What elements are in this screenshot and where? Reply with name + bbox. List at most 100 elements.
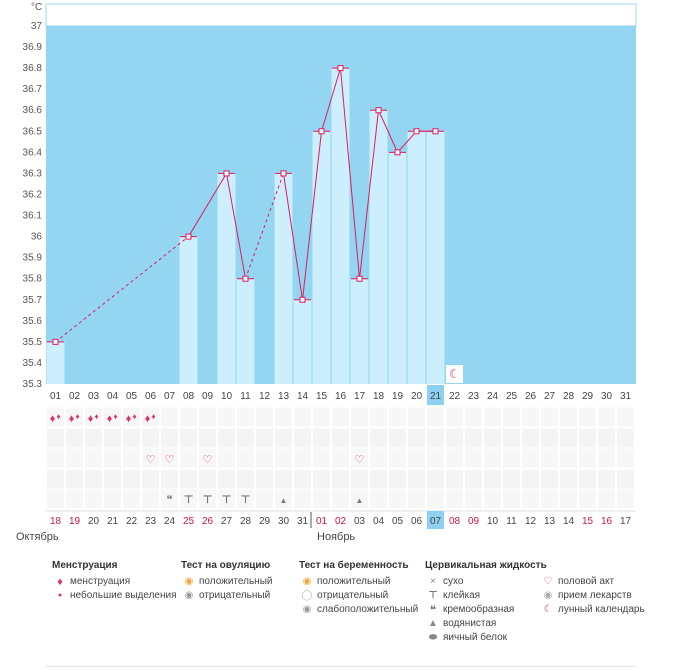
symptom-cell [160,488,179,510]
temperature-bar-day-14 [293,299,312,384]
symptom-cell [521,488,540,510]
symptom-cell [350,406,369,428]
calendar-date-label: 06 [411,516,423,527]
temperature-bar-day-18 [369,110,388,384]
cycle-day-label: 08 [183,391,195,402]
cycle-day-label: 06 [145,391,157,402]
calendar-date-label: 25 [183,516,195,527]
heart-icon: ♡ [543,576,553,587]
temperature-point-day-11 [242,275,249,282]
symptom-cell [369,406,388,428]
symptom-cell [616,468,635,490]
sticky-icon: ⊤ [240,494,250,506]
calendar-date-label: 17 [620,516,632,527]
cycle-day-label: 27 [544,391,556,402]
symptom-cell [255,468,274,490]
symptom-cell [274,488,293,510]
blood-drop-icon: ♦ [94,412,98,421]
bbt-chart: °C 37 36.9 36.8 36.7 36.6 36.5 36.4 36.3 36.2 36.… [16,2,637,543]
symptom-cell [597,406,616,428]
temperature-line-dashed [55,236,189,343]
blood-drop-icon: ♦ [75,412,79,421]
symptom-cell [236,406,255,428]
blood-drop-icon: ♦ [145,413,151,425]
symptom-cell [559,488,578,510]
heart-icon: ♡ [203,454,213,466]
calendar-date-label: 28 [240,516,252,527]
y-axis-ticks: 37 36.9 36.8 36.7 36.6 36.5 36.4 36.3 36.2 36.1 36… [23,21,43,390]
symptom-cell [274,447,293,469]
symptom-cell [198,406,217,428]
symptom-cell [179,468,198,490]
symptom-cell [293,447,312,469]
symptom-cell [521,468,540,490]
moon-icon: ☾ [543,604,553,615]
calendar-date-label: 26 [202,516,214,527]
symptom-cell [616,447,635,469]
legend-item-dry: × сухо [425,575,547,589]
symptom-cell [464,447,483,469]
symptom-cell [407,468,426,490]
symptom-cell [464,468,483,490]
symptom-cell [179,447,198,469]
watery-drop-icon: ▲ [356,496,364,505]
cycle-day-label: 14 [297,391,309,402]
symptom-cell [483,406,502,428]
cycle-day-label: 15 [316,391,328,402]
symptom-cell [350,488,369,510]
symptom-cell [331,406,350,428]
calendar-date-label: 14 [563,516,575,527]
symptom-cell [559,447,578,469]
symptom-cell [160,447,179,469]
watery-drop-icon: ▲ [428,618,438,629]
symptom-cell [540,447,559,469]
cycle-day-label: 24 [487,391,499,402]
symptom-cell [540,406,559,428]
symptom-cell [198,468,217,490]
temperature-point-day-1 [52,338,59,345]
temperature-line [340,68,360,279]
legend-cervical-title: Цервикальная жидкость [425,560,547,571]
y-tick-label: 35.8 [23,274,43,285]
calendar-date-label: 31 [297,516,309,527]
temperature-bar-day-21 [426,131,445,384]
legend-item-menstruation: ♦ менструация [52,575,177,589]
y-tick-label: 37 [31,21,43,32]
cycle-day-label: 19 [392,391,404,402]
positive-circle-icon: ◉ [184,576,194,587]
y-tick-label: 35.3 [23,379,43,390]
symptom-cell [388,468,407,490]
symptom-cell [274,468,293,490]
symptom-cell [502,406,521,428]
temperature-line [302,131,322,300]
symptom-cell [369,468,388,490]
y-tick-label: 35.5 [23,337,43,348]
symptom-cell [445,427,464,449]
egg-white-icon: ⬬ [428,632,438,643]
symptom-cell [274,406,293,428]
calendar-date-label: 08 [449,516,461,527]
calendar-date-label: 12 [525,516,537,527]
symptom-cell [179,488,198,510]
cycle-day-label: 13 [278,391,290,402]
symptom-cell [616,488,635,510]
symptom-cell [616,406,635,428]
symptom-cell [445,406,464,428]
symptom-cell [122,406,141,428]
calendar-date-label: 11 [506,516,517,527]
legend-label: небольшие выделения [70,590,177,601]
legend-pregnancy-title: Тест на беременность [299,560,409,571]
symptom-cell [217,468,236,490]
positive-test-icon: ◉ [302,576,312,587]
symptom-cell [293,488,312,510]
symptom-cell [198,447,217,469]
y-tick-label: 35.4 [23,358,43,369]
temperature-bars [46,68,445,384]
temperature-point-day-20 [413,128,420,135]
lunar-marker-box [446,365,463,383]
calendar-date-label: 02 [335,516,347,527]
creamy-icon: ❝ [429,603,437,617]
y-tick-label: 35.6 [23,316,43,327]
legend-menstruation-title: Менструация [52,560,118,571]
legend-label: слабоположительный [317,604,419,615]
